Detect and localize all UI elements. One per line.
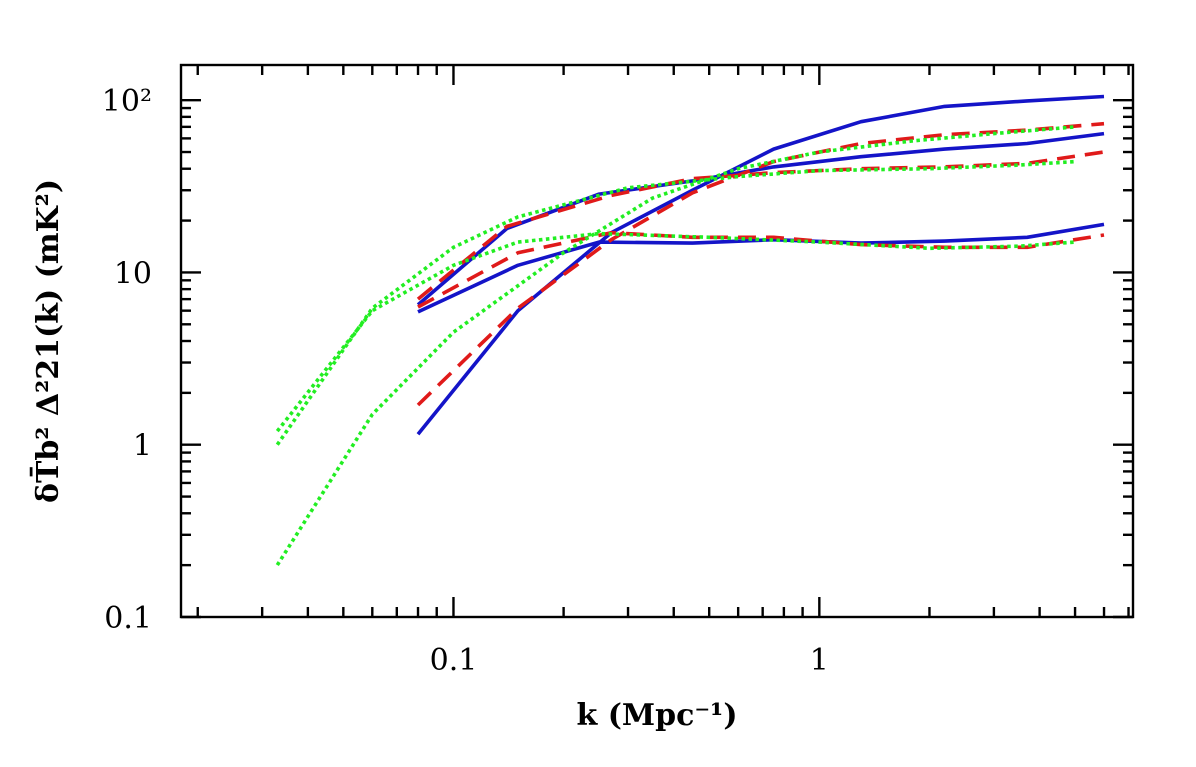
y-tick-label: 10 bbox=[114, 256, 152, 291]
y-tick-label: 10² bbox=[102, 84, 152, 119]
series-line-dotted-7 bbox=[275, 125, 1076, 567]
series-line-dotted-9 bbox=[275, 231, 1076, 433]
axis-ticks bbox=[181, 65, 1133, 619]
series-line-dotted-8 bbox=[275, 159, 1076, 446]
x-tick-label: 0.1 bbox=[430, 643, 478, 678]
y-tick-label: 0.1 bbox=[104, 601, 152, 636]
series-line-solid-2 bbox=[416, 131, 1105, 307]
series-line-solid-3 bbox=[417, 222, 1105, 314]
series-line-dashed-6 bbox=[417, 230, 1105, 309]
x-tick-label: 1 bbox=[810, 643, 829, 678]
x-axis-label: k (Mpc⁻¹) bbox=[576, 698, 737, 733]
series-layer bbox=[275, 94, 1105, 567]
y-tick-label: 1 bbox=[133, 429, 152, 464]
tick-labels: 0.1 1 0.1 1 10 10² bbox=[102, 84, 829, 678]
y-axis-label: δT̄b² Δ²21(k) (mK²) bbox=[30, 179, 66, 503]
series-line-dashed-5 bbox=[416, 150, 1105, 301]
